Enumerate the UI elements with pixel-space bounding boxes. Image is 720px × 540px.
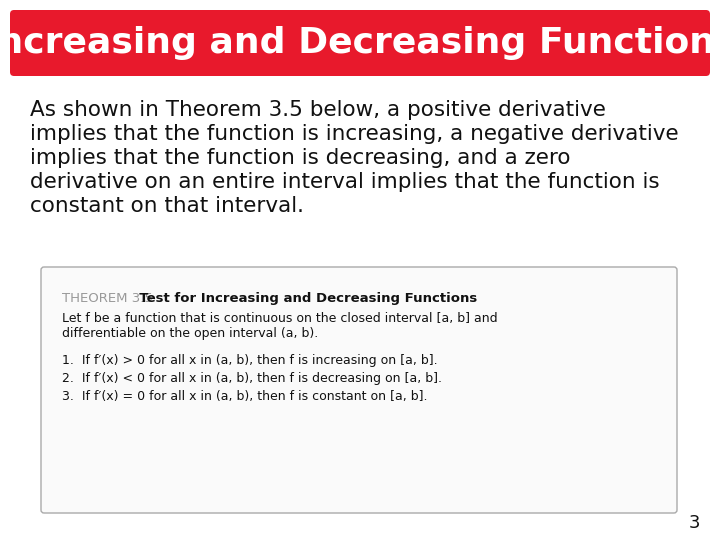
Text: derivative on an entire interval implies that the function is: derivative on an entire interval implies… (30, 172, 660, 192)
Text: Let f be a function that is continuous on the closed interval [a, b] and: Let f be a function that is continuous o… (62, 312, 498, 325)
Text: 3.  If f′(x) = 0 for all x in (a, b), then f is constant on [a, b].: 3. If f′(x) = 0 for all x in (a, b), the… (62, 390, 428, 403)
Text: Increasing and Decreasing Functions: Increasing and Decreasing Functions (0, 26, 720, 60)
Text: 3: 3 (688, 514, 700, 532)
Text: constant on that interval.: constant on that interval. (30, 196, 304, 216)
FancyBboxPatch shape (10, 10, 710, 76)
Text: THEOREM 3.5: THEOREM 3.5 (62, 292, 153, 305)
Text: differentiable on the open interval (a, b).: differentiable on the open interval (a, … (62, 327, 318, 340)
Text: 2.  If f′(x) < 0 for all x in (a, b), then f is decreasing on [a, b].: 2. If f′(x) < 0 for all x in (a, b), the… (62, 372, 442, 385)
Text: As shown in Theorem 3.5 below, a positive derivative: As shown in Theorem 3.5 below, a positiv… (30, 100, 606, 120)
Text: implies that the function is increasing, a negative derivative: implies that the function is increasing,… (30, 124, 679, 144)
Text: implies that the function is decreasing, and a zero: implies that the function is decreasing,… (30, 148, 570, 168)
FancyBboxPatch shape (41, 267, 677, 513)
Text: 1.  If f′(x) > 0 for all x in (a, b), then f is increasing on [a, b].: 1. If f′(x) > 0 for all x in (a, b), the… (62, 354, 438, 367)
Text: Test for Increasing and Decreasing Functions: Test for Increasing and Decreasing Funct… (130, 292, 477, 305)
